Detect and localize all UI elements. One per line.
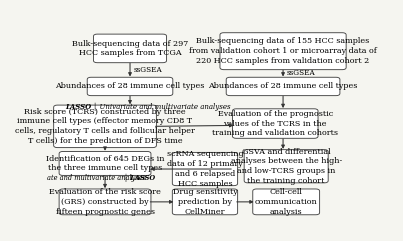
FancyBboxPatch shape [54,105,156,147]
Text: Identification of 645 DEGs in
the three immune cell types: Identification of 645 DEGs in the three … [46,154,164,172]
Text: LASSO: LASSO [65,103,91,111]
FancyBboxPatch shape [220,33,346,70]
Text: Bulk-sequencing data of 155 HCC samples
from validation cohort 1 or microarray d: Bulk-sequencing data of 155 HCC samples … [189,37,377,65]
FancyBboxPatch shape [244,150,328,183]
Text: scRNA sequencing
data of 12 primary
and 6 relapsed
HCC samples: scRNA sequencing data of 12 primary and … [167,150,243,188]
Text: ssGSEA: ssGSEA [287,69,316,77]
Text: Evaluation of the risk score
(GRS) constructed by
fifteen prognostic genes: Evaluation of the risk score (GRS) const… [49,188,161,216]
Text: Risk score (TCRS) constructed by three
immune cell types (effector memory CD8 T
: Risk score (TCRS) constructed by three i… [15,108,195,145]
Text: ate and multivariate analyses: ate and multivariate analyses [47,174,146,182]
Text: Evaluation of the prognostic
values of the TCRS in the
training and validation c: Evaluation of the prognostic values of t… [212,110,338,137]
Text: GSVA and differential
analyses between the high-
and low-TCRS groups in
the trai: GSVA and differential analyses between t… [231,147,342,185]
FancyBboxPatch shape [87,77,173,96]
Text: Drug sensitivity
prediction by
CellMiner: Drug sensitivity prediction by CellMiner [172,188,237,216]
Text: Abundances of 28 immune cell types: Abundances of 28 immune cell types [208,82,358,90]
FancyBboxPatch shape [233,109,318,138]
Text: │ Univariate and multivariate analyses: │ Univariate and multivariate analyses [93,103,231,111]
FancyBboxPatch shape [59,152,151,175]
FancyBboxPatch shape [93,34,166,63]
FancyBboxPatch shape [59,189,151,215]
Text: Abundances of 28 immune cell types: Abundances of 28 immune cell types [55,82,205,90]
FancyBboxPatch shape [253,189,320,215]
FancyBboxPatch shape [172,189,238,215]
FancyBboxPatch shape [226,77,340,96]
Text: │ LASSO: │ LASSO [124,174,155,182]
Text: ssGSEA: ssGSEA [134,66,163,74]
Text: Cell-cell
communication
analysis: Cell-cell communication analysis [255,188,318,216]
Text: Bulk-sequencing data of 297
HCC samples from TCGA: Bulk-sequencing data of 297 HCC samples … [72,40,188,57]
FancyBboxPatch shape [172,152,238,186]
